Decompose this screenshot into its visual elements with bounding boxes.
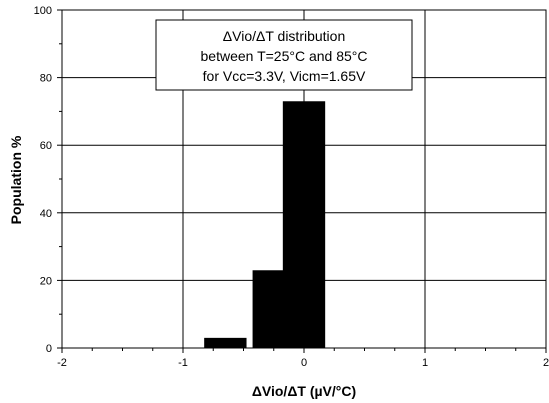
y-tick-label: 100 <box>34 5 52 17</box>
y-tick-labels: 0 20 40 60 80 100 <box>34 5 52 355</box>
histogram-bar <box>204 337 247 348</box>
y-tick-label: 80 <box>40 73 52 85</box>
annotation-frame <box>155 19 413 91</box>
x-tick-label: 2 <box>543 357 549 369</box>
y-axis-title: Population % <box>8 135 24 224</box>
annotation-line-2: between T=25°C and 85°C <box>201 48 368 64</box>
histogram-bar <box>282 101 326 348</box>
y-tick-label: 20 <box>40 275 52 287</box>
bars <box>204 101 326 348</box>
x-axis-title: ΔVio/ΔT (µV/°C) <box>252 383 356 399</box>
axis-ticks <box>57 9 547 353</box>
annotation-line-3: for Vcc=3.3V, Vicm=1.65V <box>203 68 366 84</box>
x-tick-label: -2 <box>57 357 67 369</box>
y-tick-label: 60 <box>40 140 52 152</box>
x-tick-labels: -2 -1 0 1 2 <box>57 357 549 369</box>
annotation-line-1: ΔVio/ΔT distribution <box>223 28 345 44</box>
x-tick-label: -1 <box>178 357 188 369</box>
x-tick-label: 0 <box>301 357 307 369</box>
x-tick-label: 1 <box>422 357 428 369</box>
y-tick-label: 40 <box>40 208 52 220</box>
y-tick-label: 0 <box>46 343 52 355</box>
annotation-box: ΔVio/ΔT distribution between T=25°C and … <box>155 19 413 91</box>
